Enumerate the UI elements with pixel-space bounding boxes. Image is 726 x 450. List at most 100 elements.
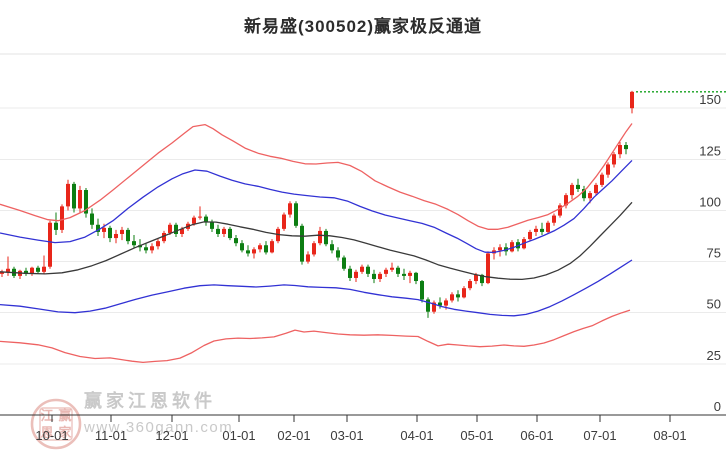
x-axis-label: 02-01	[277, 428, 310, 443]
candle-body	[78, 190, 82, 209]
candle-body	[378, 273, 382, 279]
x-axis-label: 04-01	[400, 428, 433, 443]
candle-body	[240, 243, 244, 251]
watermark-seal-ring	[30, 398, 82, 450]
candle-body	[384, 269, 388, 274]
candle-body	[570, 184, 574, 196]
candle-body	[546, 222, 550, 232]
x-axis-label: 06-01	[520, 428, 553, 443]
candle-body	[366, 266, 370, 274]
candle-body	[606, 164, 610, 175]
candle-body	[264, 245, 268, 253]
watermark-seal-char: 家	[58, 425, 72, 440]
candle-body	[228, 228, 232, 239]
candle-body	[462, 288, 466, 298]
watermark-seal-box	[39, 407, 73, 441]
y-axis-label: 25	[707, 348, 721, 363]
candle-body	[90, 213, 94, 225]
candle-body	[210, 221, 214, 229]
candle-body	[528, 231, 532, 240]
candle-body	[192, 217, 196, 224]
candle-body	[42, 266, 46, 272]
candle-body	[534, 228, 538, 232]
candle-body	[132, 241, 136, 246]
x-axis-label: 05-01	[460, 428, 493, 443]
candle-body	[438, 302, 442, 306]
candle-body	[294, 203, 298, 226]
candle-body	[630, 91, 634, 109]
candle-body	[180, 228, 184, 234]
candle-body	[510, 242, 514, 252]
candle-body	[336, 250, 340, 258]
candle-body	[102, 227, 106, 232]
chart-title: 新易盛(300502)赢家极反通道	[243, 17, 483, 36]
candle-body	[174, 224, 178, 234]
candle-body	[420, 281, 424, 300]
y-axis-label: 0	[714, 399, 721, 414]
candle-body	[426, 299, 430, 312]
candle-body	[84, 190, 88, 214]
candle-body	[24, 270, 28, 274]
candle-body	[480, 274, 484, 284]
candle-body	[270, 241, 274, 253]
candle-body	[204, 216, 208, 222]
x-axis-label: 08-01	[653, 428, 686, 443]
candle-body	[396, 267, 400, 274]
channel-line-inner-upper-blue	[0, 159, 633, 254]
candle-body	[162, 232, 166, 242]
candle-body	[348, 268, 352, 278]
y-axis-label: 100	[699, 194, 721, 209]
y-axis-label: 75	[707, 246, 721, 261]
candle-body	[468, 281, 472, 289]
candle-body	[198, 216, 202, 218]
candle-body	[0, 271, 4, 274]
y-axis-label: 125	[699, 143, 721, 158]
candle-body	[258, 245, 262, 250]
candle-body	[414, 272, 418, 282]
candle-body	[252, 249, 256, 254]
candle-body	[54, 222, 58, 230]
x-axis-label: 12-01	[155, 428, 188, 443]
x-axis-label: 10-01	[35, 428, 68, 443]
candle-body	[486, 253, 490, 284]
candle-body	[66, 183, 70, 207]
watermark-seal-char: 恩	[40, 425, 53, 440]
candle-body	[582, 188, 586, 199]
y-axis-label: 50	[707, 297, 721, 312]
candle-body	[408, 272, 412, 276]
candle-body	[282, 214, 286, 229]
candle-body	[114, 233, 118, 239]
channel-line-outer-lower-red	[0, 309, 631, 364]
candle-body	[564, 195, 568, 206]
candle-body	[288, 203, 292, 215]
candle-body	[30, 267, 34, 274]
candle-body	[618, 145, 622, 155]
candle-body	[432, 302, 436, 312]
candle-body	[60, 206, 64, 230]
candle-body	[372, 273, 376, 279]
candle-body	[330, 244, 334, 251]
candle-body	[126, 229, 130, 242]
candle-body	[150, 246, 154, 251]
candle-body	[108, 227, 112, 239]
x-axis-label: 03-01	[330, 428, 363, 443]
candle-body	[342, 257, 346, 269]
candle-body	[354, 271, 358, 278]
candle-body	[624, 145, 628, 150]
candle-body	[300, 225, 304, 262]
channel-line-inner-lower-blue	[0, 259, 633, 317]
candle-body	[588, 193, 592, 199]
candle-body	[36, 267, 40, 272]
x-axis-label: 11-01	[95, 428, 127, 443]
candle-body	[456, 294, 460, 298]
candle-body	[72, 183, 76, 209]
candle-body	[306, 254, 310, 262]
candle-body	[48, 222, 52, 267]
x-axis-label: 01-01	[222, 428, 255, 443]
x-axis-label: 07-01	[583, 428, 616, 443]
candle-body	[318, 230, 322, 244]
candle-body	[450, 294, 454, 301]
candle-body	[498, 247, 502, 251]
